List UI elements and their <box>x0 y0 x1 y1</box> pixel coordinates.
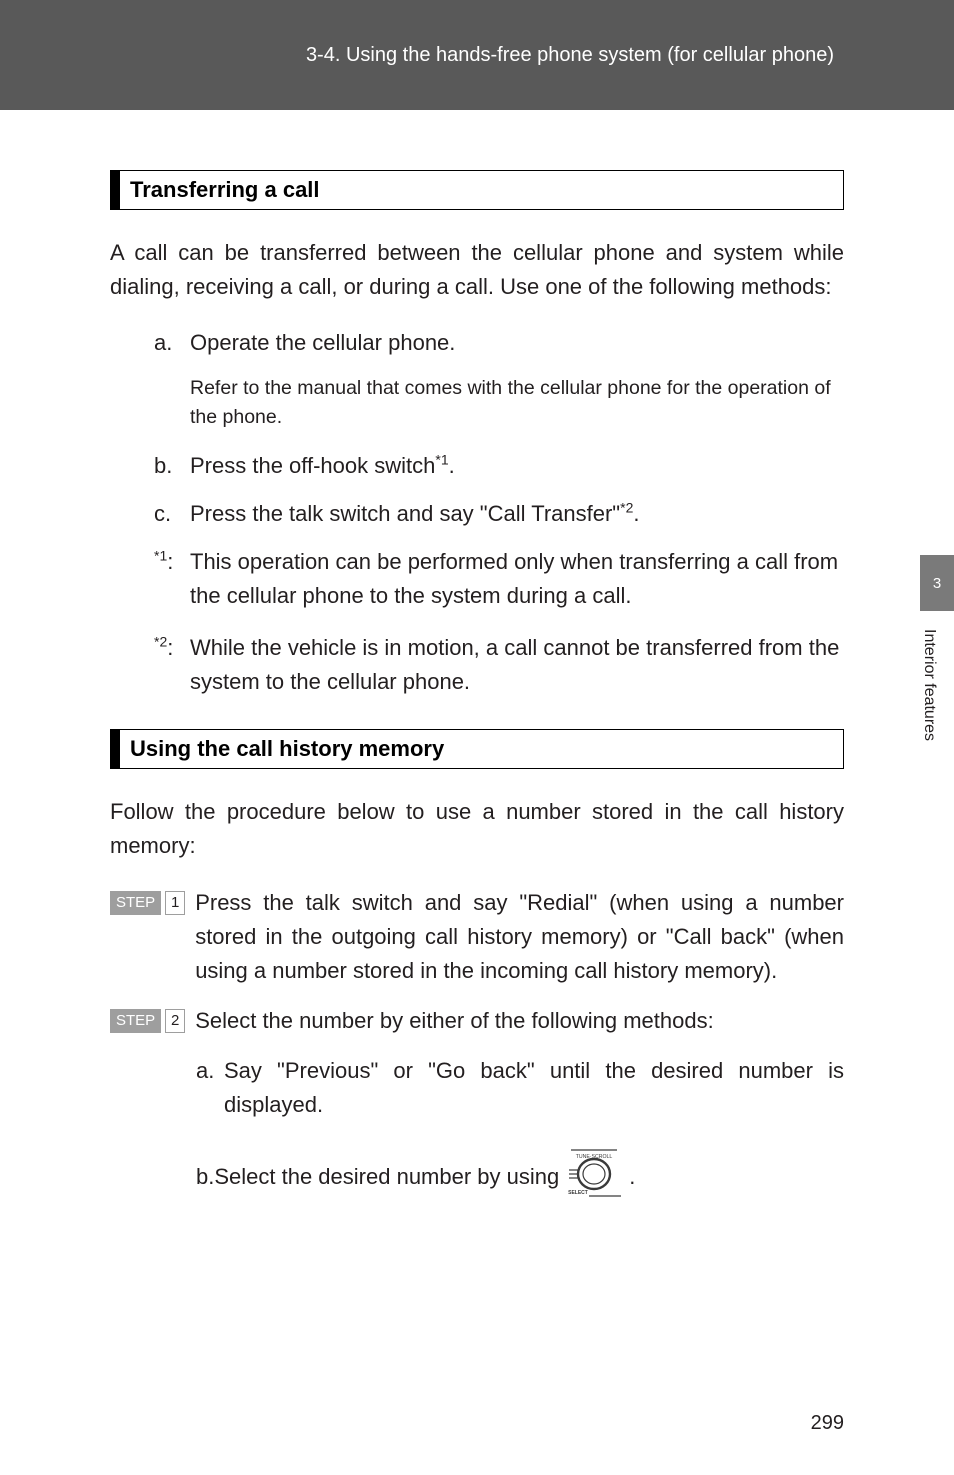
section-heading-transferring: Transferring a call <box>110 170 844 210</box>
section1-intro: A call can be transferred between the ce… <box>110 236 844 304</box>
step-1-text: Press the talk switch and say "Redial" (… <box>195 886 844 988</box>
footnote-2: *2: While the vehicle is in motion, a ca… <box>154 631 844 699</box>
step-2: STEP 2 Select the number by either of th… <box>110 1004 844 1038</box>
sub-a: a. Say "Previous" or "Go back" until the… <box>196 1054 844 1122</box>
step-2-text: Select the number by either of the follo… <box>195 1004 844 1038</box>
footnote-2-text: While the vehicle is in motion, a call c… <box>190 631 844 699</box>
item-b-text: Press the off-hook switch*1. <box>190 449 844 483</box>
footnote-1-text: This operation can be performed only whe… <box>190 545 844 613</box>
item-a-note: Refer to the manual that comes with the … <box>190 374 844 431</box>
item-a-letter: a. <box>154 326 190 360</box>
item-a: a. Operate the cellular phone. <box>154 326 844 360</box>
item-b: b. Press the off-hook switch*1. <box>154 449 844 483</box>
footnote-1: *1: This operation can be performed only… <box>154 545 844 613</box>
item-c-post: . <box>633 501 639 526</box>
step-2-badge: STEP <box>110 1009 161 1033</box>
sub-b-letter: b. <box>196 1160 214 1194</box>
item-b-letter: b. <box>154 449 190 483</box>
item-a-text: Operate the cellular phone. <box>190 326 844 360</box>
sub-a-text: Say "Previous" or "Go back" until the de… <box>224 1054 844 1122</box>
sub-b-pre: Select the desired number by using <box>214 1160 559 1194</box>
side-tab: 3 Interior features <box>920 555 954 741</box>
sub-a-letter: a. <box>196 1054 224 1122</box>
chapter-tab: 3 <box>920 555 954 611</box>
footnote-1-sup: *1: <box>154 545 190 613</box>
footnote-2-sup: *2: <box>154 631 190 699</box>
page-number: 299 <box>811 1412 844 1435</box>
knob-bottom-label: SELECT <box>568 1190 588 1196</box>
tune-knob-icon: TUNE·SCROLL SELECT <box>565 1146 623 1208</box>
step-1-badge: STEP <box>110 891 161 915</box>
page-content: Transferring a call A call can be transf… <box>0 110 954 1208</box>
section2-intro: Follow the procedure below to use a numb… <box>110 795 844 863</box>
section-heading-history: Using the call history memory <box>110 729 844 769</box>
item-c-sup: *2 <box>620 500 633 516</box>
item-b-sup: *1 <box>435 451 448 467</box>
step-2-num: 2 <box>165 1009 185 1033</box>
sub-b-post: . <box>629 1160 635 1194</box>
item-c: c. Press the talk switch and say "Call T… <box>154 497 844 531</box>
chapter-label: Interior features <box>920 611 946 741</box>
item-b-pre: Press the off-hook switch <box>190 453 435 478</box>
step-1-num: 1 <box>165 891 185 915</box>
breadcrumb: 3-4. Using the hands-free phone system (… <box>306 44 834 67</box>
item-c-pre: Press the talk switch and say "Call Tran… <box>190 501 620 526</box>
page-header: 3-4. Using the hands-free phone system (… <box>0 0 954 110</box>
item-b-post: . <box>449 453 455 478</box>
item-c-text: Press the talk switch and say "Call Tran… <box>190 497 844 531</box>
sub-b: b. Select the desired number by using TU… <box>196 1146 844 1208</box>
step-1: STEP 1 Press the talk switch and say "Re… <box>110 886 844 988</box>
item-c-letter: c. <box>154 497 190 531</box>
